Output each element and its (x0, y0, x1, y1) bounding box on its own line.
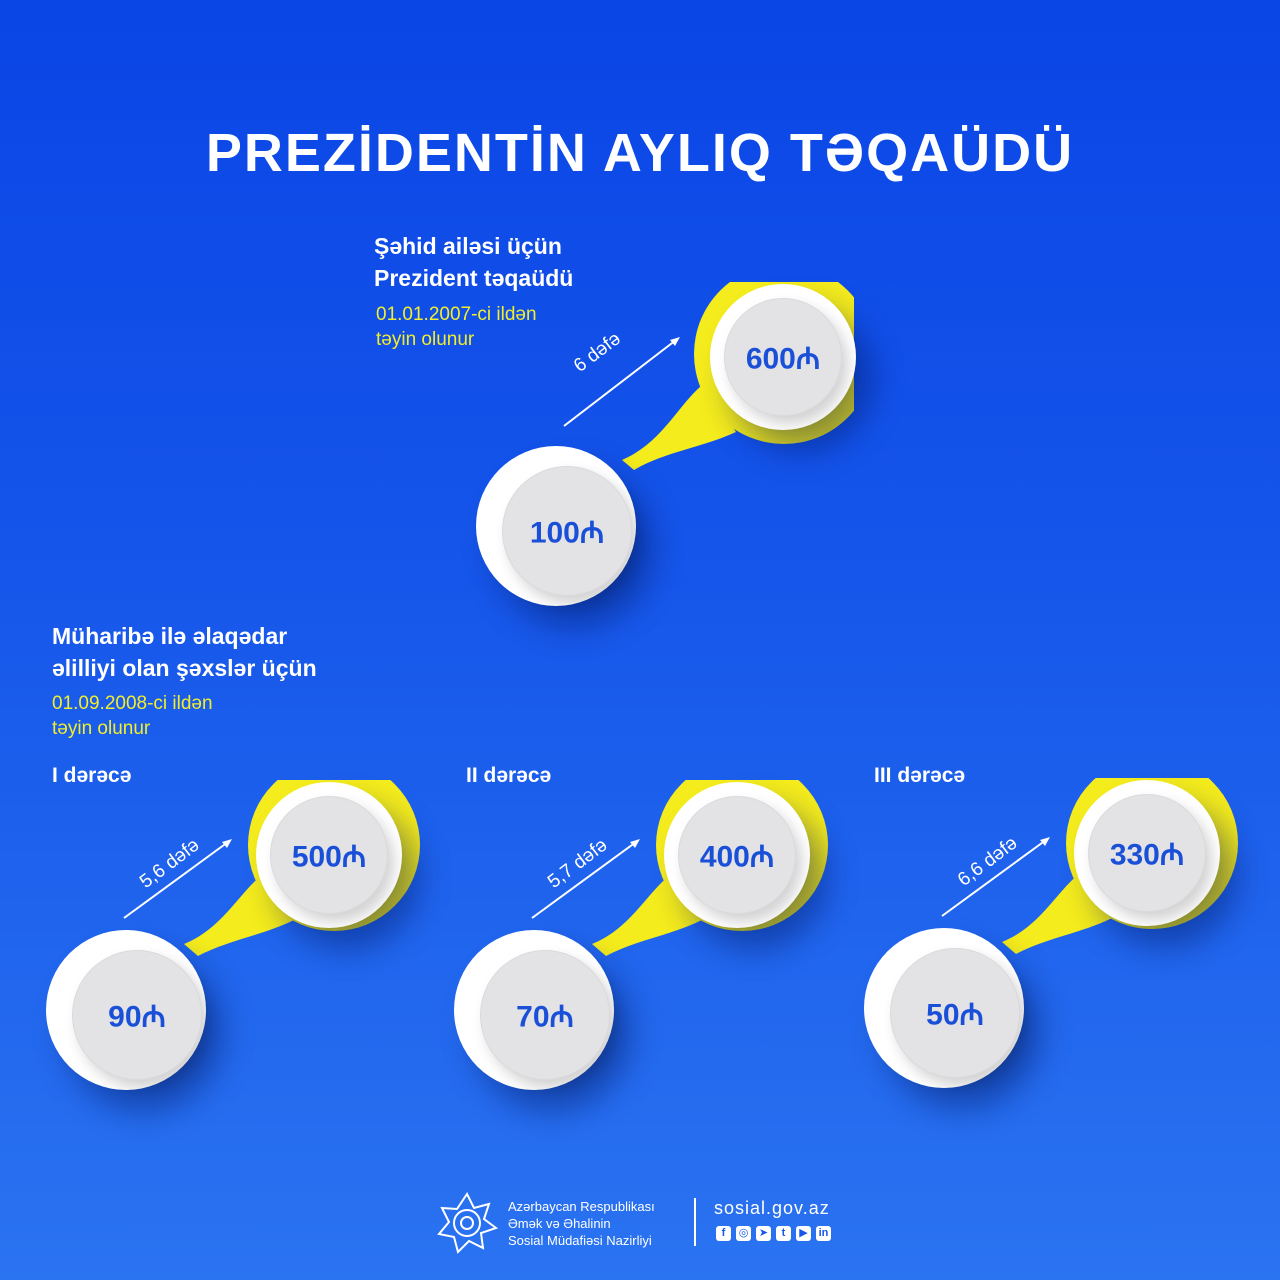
website-link[interactable]: sosial.gov.az (714, 1198, 830, 1218)
social-icons: f ◎ ➤ t ▶ in (716, 1226, 831, 1241)
ministry-line2: Əmək və Əhalinin (508, 1216, 611, 1231)
arrow-icon (941, 837, 1050, 917)
martyr-heading: Şəhid ailəsi üçün Prezident təqaüdü (374, 230, 573, 294)
martyr-from-circle: 100₼ (476, 446, 636, 606)
degree-2-from-circle: 70₼ (454, 930, 614, 1090)
degree-1-to-circle: 500₼ (256, 782, 402, 928)
footer-divider (694, 1198, 696, 1246)
degree-3-to-value: 330₼ (1109, 838, 1185, 872)
martyr-to-value: 600₼ (745, 342, 821, 376)
martyr-since: 01.01.2007-ci ildən təyin olunur (376, 302, 537, 352)
ministry-logo-icon (437, 1192, 498, 1254)
degree-3-from-value: 50₼ (926, 998, 984, 1032)
martyr-heading-line2: Prezident təqaüdü (374, 265, 574, 291)
degree-3-label: III dərəcə (874, 764, 966, 787)
facebook-icon[interactable]: f (716, 1226, 731, 1241)
arrow-icon (563, 337, 680, 427)
linkedin-icon[interactable]: in (816, 1226, 831, 1241)
arrow-icon (123, 839, 232, 919)
degree-3-to-circle: 330₼ (1074, 780, 1220, 926)
degree-1-to-value: 500₼ (291, 840, 367, 874)
degree-2-from-value: 70₼ (516, 1000, 574, 1034)
degree-2-to-circle: 400₼ (664, 782, 810, 928)
degree-1-label: I dərəcə (52, 764, 132, 787)
degree-3-progression: 6,6 dəfə 330₼ 50₼ (862, 778, 1242, 1118)
ministry-line3: Sosial Müdafiəsi Nazirliyi (508, 1233, 652, 1248)
degree-2-label: II dərəcə (466, 764, 552, 787)
martyr-progression: 6 dəfə 600₼ 100₼ (474, 282, 856, 622)
arrow-icon (531, 839, 640, 919)
war-heading-line2: əlilliyi olan şəxslər üçün (52, 655, 317, 681)
degree-2-progression: 5,7 dəfə 400₼ 70₼ (452, 780, 832, 1120)
page-title: PREZİDENTİN AYLIQ TƏQAÜDÜ (205, 123, 1075, 183)
ministry-name: Azərbaycan Respublikası Əmək və Əhalinin… (508, 1198, 655, 1249)
degree-1-progression: 5,6 dəfə 500₼ 90₼ (44, 780, 424, 1120)
martyr-to-circle: 600₼ (710, 284, 856, 430)
war-since-note: təyin olunur (52, 718, 151, 739)
degree-1-from-value: 90₼ (108, 1000, 166, 1034)
degree-2-to-value: 400₼ (699, 840, 775, 874)
war-since-date: 01.09.2008-ci ildən (52, 693, 213, 714)
telegram-icon[interactable]: ➤ (756, 1226, 771, 1241)
martyr-since-note: təyin olunur (376, 329, 475, 350)
martyr-since-date: 01.01.2007-ci ildən (376, 304, 537, 325)
war-since: 01.09.2008-ci ildən təyin olunur (52, 691, 213, 741)
martyr-from-value: 100₼ (529, 516, 605, 550)
youtube-icon[interactable]: ▶ (796, 1226, 811, 1241)
martyr-heading-line1: Şəhid ailəsi üçün (374, 233, 562, 259)
war-heading: Müharibə ilə əlaqədar əlilliyi olan şəxs… (52, 620, 317, 684)
war-heading-line1: Müharibə ilə əlaqədar (52, 623, 288, 649)
ministry-line1: Azərbaycan Respublikası (508, 1199, 655, 1214)
degree-3-from-circle: 50₼ (864, 928, 1024, 1088)
degree-1-from-circle: 90₼ (46, 930, 206, 1090)
twitter-icon[interactable]: t (776, 1226, 791, 1241)
instagram-icon[interactable]: ◎ (736, 1226, 751, 1241)
